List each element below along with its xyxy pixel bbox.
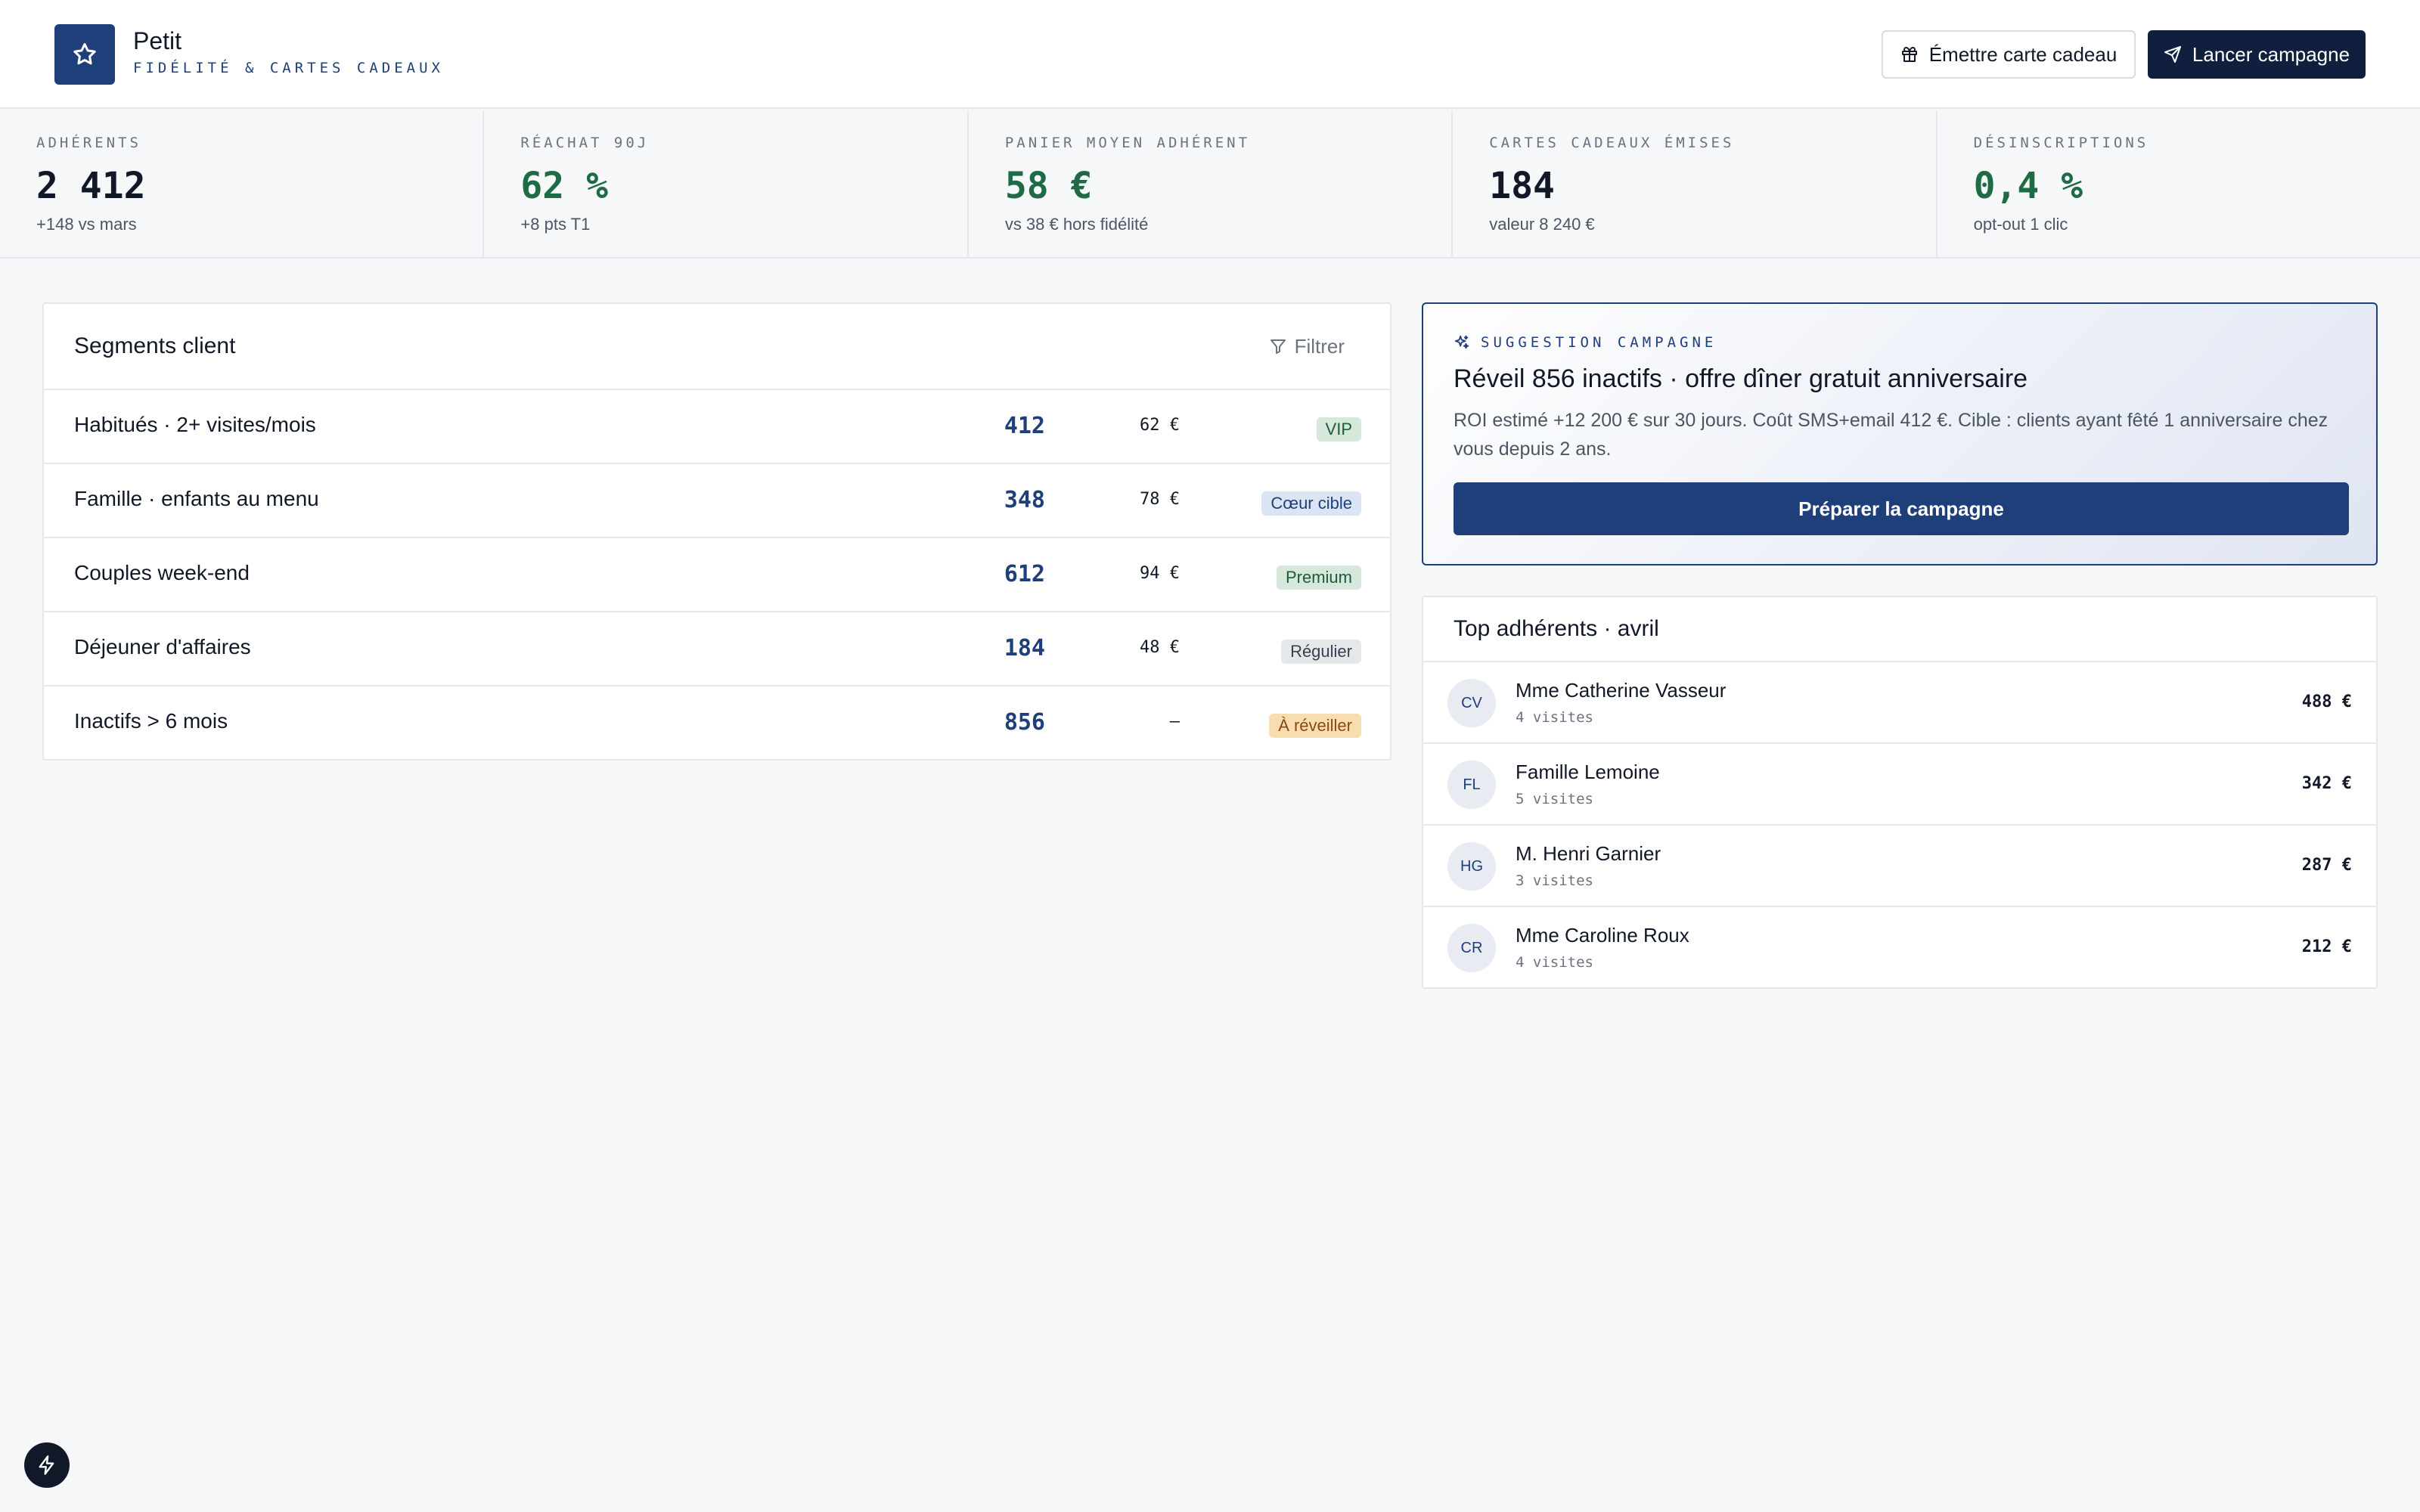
member-row[interactable]: HG M. Henri Garnier 3 visites 287 € <box>1423 826 2376 907</box>
kpi-label: PANIER MOYEN ADHÉRENT <box>1004 135 1251 151</box>
kpi-note: opt-out 1 clic <box>1973 215 2068 234</box>
segment-badge: VIP <box>1316 417 1361 442</box>
segment-row[interactable]: Déjeuner d'affaires 184 48 € Régulier <box>44 612 1390 686</box>
segment-badge: Premium <box>1276 565 1361 590</box>
segment-name: Couples week-end <box>74 561 250 584</box>
member-amount: 488 € <box>2301 692 2352 711</box>
member-row[interactable]: FL Famille Lemoine 5 visites 342 € <box>1423 744 2376 826</box>
kpi-value: 184 <box>1489 165 1555 207</box>
segment-badge: Régulier <box>1281 640 1361 664</box>
kpi-note: +148 vs mars <box>36 215 137 234</box>
app-header: Petit FIDÉLITÉ & CARTES CADEAUX Émettre … <box>0 0 2420 109</box>
kpi-note: +8 pts T1 <box>520 215 591 234</box>
avatar: CV <box>1447 679 1496 727</box>
suggestion-description: ROI estimé +12 200 € sur 30 jours. Coût … <box>1454 410 2328 460</box>
suggestion-label: SUGGESTION CAMPAGNE <box>1481 334 1717 351</box>
member-name: Mme Catherine Vasseur <box>1516 679 1727 702</box>
bolt-icon <box>39 1455 54 1475</box>
segment-average: – <box>1169 712 1180 731</box>
avatar: FL <box>1447 761 1496 809</box>
segment-average: 62 € <box>1140 416 1180 435</box>
kpi-note: valeur 8 240 € <box>1489 215 1595 234</box>
member-visits: 4 visites <box>1516 709 1593 726</box>
send-icon <box>2164 46 2181 63</box>
segment-name: Inactifs > 6 mois <box>74 709 228 733</box>
segment-row[interactable]: Couples week-end 612 94 € Premium <box>44 538 1390 612</box>
top-members-title: Top adhérents · avril <box>1423 597 2376 662</box>
kpi-repurchase: RÉACHAT 90J 62 % +8 pts T1 <box>484 110 969 257</box>
avatar: HG <box>1447 842 1496 891</box>
segment-count: 856 <box>1004 709 1045 736</box>
segment-average: 48 € <box>1140 638 1180 657</box>
kpi-unsubscribes: DÉSINSCRIPTIONS 0,4 % opt-out 1 clic <box>1938 110 2420 257</box>
kpi-label: RÉACHAT 90J <box>520 135 650 151</box>
kpi-average-basket: PANIER MOYEN ADHÉRENT 58 € vs 38 € hors … <box>969 110 1454 257</box>
member-name: Mme Caroline Roux <box>1516 924 1689 947</box>
kpi-value: 58 € <box>1004 165 1093 207</box>
segment-row[interactable]: Inactifs > 6 mois 856 – À réveiller <box>44 686 1390 761</box>
brand-name: Petit <box>133 27 182 54</box>
segment-row[interactable]: Habitués · 2+ visites/mois 412 62 € VIP <box>44 390 1390 464</box>
segment-name: Famille · enfants au menu <box>74 487 319 510</box>
brand-subtitle: FIDÉLITÉ & CARTES CADEAUX <box>133 60 444 76</box>
filter-icon <box>1270 339 1286 354</box>
kpi-label: ADHÉRENTS <box>36 135 141 151</box>
kpi-value: 2 412 <box>36 165 146 207</box>
kpi-label: DÉSINSCRIPTIONS <box>1973 135 2149 151</box>
kpi-value: 62 % <box>520 165 608 207</box>
suggestion-label-row: SUGGESTION CAMPAGNE <box>1454 334 2346 351</box>
quick-action-button[interactable] <box>24 1442 70 1488</box>
launch-campaign-label: Lancer campagne <box>2192 42 2350 66</box>
kpi-value: 0,4 % <box>1973 165 2083 207</box>
segments-card: Segments client Filtrer Habitués · 2+ vi… <box>42 302 1392 761</box>
segment-row[interactable]: Famille · enfants au menu 348 78 € Cœur cib… <box>44 464 1390 538</box>
member-visits: 5 visites <box>1516 791 1593 807</box>
segment-average: 78 € <box>1140 490 1180 509</box>
star-icon <box>73 43 96 65</box>
campaign-suggestion-card: SUGGESTION CAMPAGNE Réveil 856 inactifs … <box>1422 302 2378 565</box>
segment-name: Habitués · 2+ visites/mois <box>74 413 316 436</box>
kpi-label: CARTES CADEAUX ÉMISES <box>1489 135 1735 151</box>
issue-gift-card-label: Émettre carte cadeau <box>1928 42 2118 66</box>
suggestion-title: Réveil 856 inactifs · offre dîner gratui… <box>1454 364 2028 393</box>
member-visits: 3 visites <box>1516 872 1593 889</box>
segment-count: 184 <box>1004 635 1045 662</box>
kpi-members: ADHÉRENTS 2 412 +148 vs mars <box>0 110 485 257</box>
segment-count: 348 <box>1004 487 1045 513</box>
filter-label: Filtrer <box>1294 334 1345 358</box>
member-name: M. Henri Garnier <box>1516 842 1661 865</box>
avatar: CR <box>1447 924 1496 972</box>
member-amount: 342 € <box>2301 774 2352 793</box>
member-row[interactable]: CV Mme Catherine Vasseur 4 visites 488 € <box>1423 662 2376 744</box>
segments-title: Segments client <box>74 333 236 358</box>
sparkles-icon <box>1454 335 1469 349</box>
top-members-card: Top adhérents · avril CV Mme Catherine Va… <box>1422 596 2378 989</box>
gift-icon <box>1901 47 1917 62</box>
logo <box>54 24 115 85</box>
kpi-gift-cards: CARTES CADEAUX ÉMISES 184 valeur 8 240 € <box>1453 110 1938 257</box>
kpi-note: vs 38 € hors fidélité <box>1004 215 1149 234</box>
segments-header: Segments client Filtrer <box>44 304 1390 390</box>
prepare-campaign-button[interactable]: Préparer la campagne <box>1454 482 2349 535</box>
member-amount: 212 € <box>2301 937 2352 956</box>
segment-name: Déjeuner d'affaires <box>74 635 251 658</box>
filter-button[interactable]: Filtrer <box>1269 335 1345 358</box>
launch-campaign-button[interactable]: Lancer campagne <box>2148 30 2366 79</box>
member-amount: 287 € <box>2301 856 2352 875</box>
segment-average: 94 € <box>1140 564 1180 583</box>
member-row[interactable]: CR Mme Caroline Roux 4 visites 212 € <box>1423 907 2376 989</box>
segment-count: 612 <box>1004 561 1045 587</box>
segment-badge: À réveiller <box>1269 714 1361 738</box>
member-name: Famille Lemoine <box>1516 761 1660 783</box>
kpi-strip: ADHÉRENTS 2 412 +148 vs mars RÉACHAT 90J… <box>0 110 2420 259</box>
segment-count: 412 <box>1004 413 1045 439</box>
segment-badge: Cœur cible <box>1261 491 1361 516</box>
member-visits: 4 visites <box>1516 954 1593 971</box>
issue-gift-card-button[interactable]: Émettre carte cadeau <box>1882 30 2136 79</box>
